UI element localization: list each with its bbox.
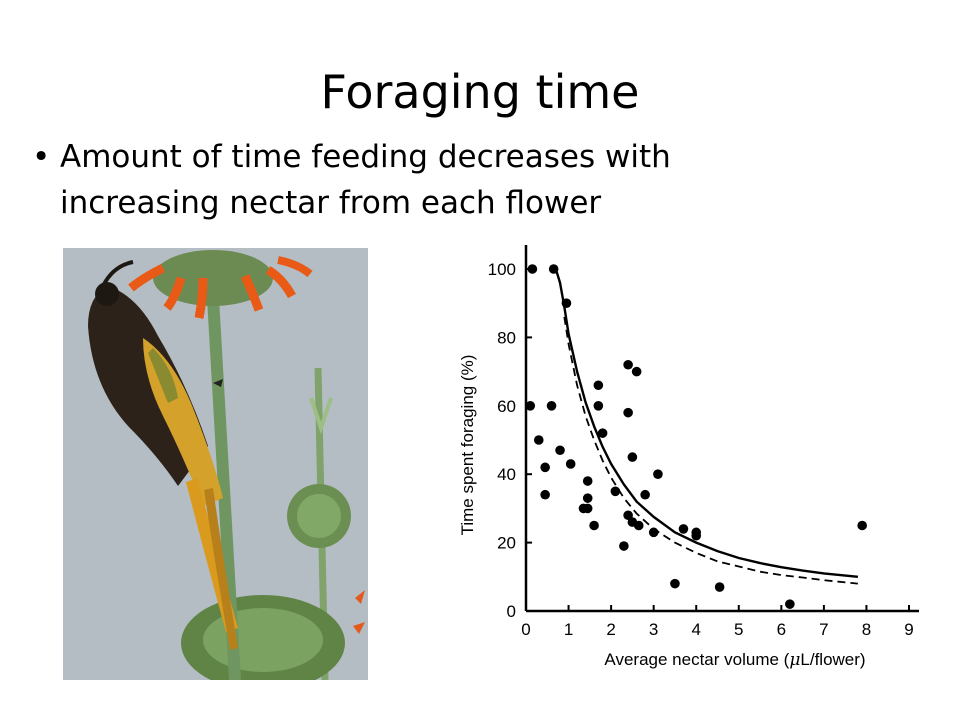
solid-curve xyxy=(554,268,859,578)
y-tick-label: 60 xyxy=(497,397,516,416)
scatter-plot: 0 1 2 3 4 5 6 7 8 9 0 20 40 60 80 100 Time spent foragi… xyxy=(458,245,919,670)
y-tick-label: 20 xyxy=(497,534,516,553)
data-point xyxy=(648,527,659,538)
data-point xyxy=(653,469,663,479)
data-point xyxy=(640,489,650,500)
x-tick-label: 0 xyxy=(521,620,530,639)
data-point xyxy=(670,578,680,589)
data-point xyxy=(627,452,638,462)
data-point xyxy=(714,582,725,592)
y-tick-label: 40 xyxy=(497,465,516,484)
y-axis-label: Time spent foraging (%) xyxy=(458,355,477,536)
data-point xyxy=(582,476,593,486)
x-tick-label: 4 xyxy=(691,620,700,639)
x-tick-label: 6 xyxy=(777,620,786,639)
bullet-text: Amount of time feeding decreases with in… xyxy=(60,139,671,221)
data-point xyxy=(533,435,544,445)
data-point xyxy=(623,407,633,418)
data-point xyxy=(525,401,536,411)
data-point xyxy=(555,445,565,456)
data-point xyxy=(527,264,538,274)
bullet-marker: • xyxy=(32,139,51,175)
data-point xyxy=(548,264,559,274)
data-point xyxy=(610,486,621,497)
data-point xyxy=(623,510,633,521)
bullet-item: • Amount of time feeding decreases with … xyxy=(32,134,932,226)
x-tick-label: 7 xyxy=(819,620,828,639)
y-tick-label: 80 xyxy=(497,328,516,347)
data-point xyxy=(582,503,593,514)
y-tick-label: 0 xyxy=(507,602,516,621)
data-point xyxy=(593,380,604,391)
x-axis-label: Average nectar volume (μL/flower) xyxy=(604,650,865,670)
data-point xyxy=(633,520,644,531)
data-point xyxy=(691,530,702,541)
data-point xyxy=(631,366,642,377)
slide-title: Foraging time xyxy=(320,64,640,119)
data-point xyxy=(589,520,599,531)
data-point xyxy=(623,359,633,370)
data-point xyxy=(597,428,608,438)
data-point xyxy=(540,489,550,500)
data-point xyxy=(561,298,572,308)
sunbird-feeding-on-flower-photo xyxy=(63,248,368,680)
dashed-curve xyxy=(563,316,858,585)
data-point xyxy=(857,520,867,531)
data-point xyxy=(619,541,629,551)
foraging-chart: 0 1 2 3 4 5 6 7 8 9 0 20 40 60 80 100 Time spent foragi… xyxy=(445,240,935,680)
x-tick-label: 5 xyxy=(734,620,743,639)
data-point xyxy=(540,462,550,473)
data-point xyxy=(593,401,604,411)
data-point xyxy=(582,493,593,503)
x-tick-label: 1 xyxy=(564,620,573,639)
sunbird-photo xyxy=(63,248,368,680)
data-point xyxy=(678,524,689,534)
y-tick-label: 100 xyxy=(488,260,516,279)
data-point xyxy=(565,459,576,469)
x-tick-label: 3 xyxy=(649,620,658,639)
x-tick-label: 8 xyxy=(862,620,871,639)
x-tick-label: 2 xyxy=(606,620,615,639)
x-tick-label: 9 xyxy=(904,620,913,639)
data-point xyxy=(546,401,557,411)
data-point xyxy=(785,599,795,609)
